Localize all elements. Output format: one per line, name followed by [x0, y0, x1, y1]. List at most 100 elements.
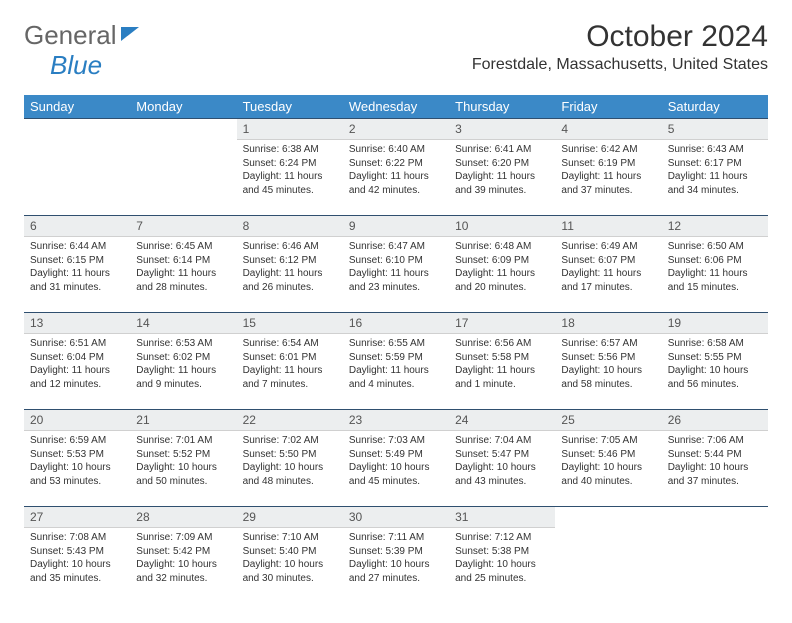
day-content-cell: [662, 528, 768, 604]
sunrise-text: Sunrise: 7:04 AM: [455, 434, 549, 448]
sunset-text: Sunset: 5:43 PM: [30, 545, 124, 559]
daylight-text: Daylight: 10 hours and 48 minutes.: [243, 461, 337, 488]
sunset-text: Sunset: 6:07 PM: [561, 254, 655, 268]
sunset-text: Sunset: 5:39 PM: [349, 545, 443, 559]
day-content-cell: Sunrise: 6:53 AMSunset: 6:02 PMDaylight:…: [130, 334, 236, 410]
day-content-cell: Sunrise: 6:46 AMSunset: 6:12 PMDaylight:…: [237, 237, 343, 313]
day-header: Wednesday: [343, 95, 449, 119]
sunset-text: Sunset: 6:14 PM: [136, 254, 230, 268]
day-content-cell: Sunrise: 6:44 AMSunset: 6:15 PMDaylight:…: [24, 237, 130, 313]
sunrise-text: Sunrise: 7:11 AM: [349, 531, 443, 545]
sunset-text: Sunset: 5:53 PM: [30, 448, 124, 462]
sunset-text: Sunset: 5:56 PM: [561, 351, 655, 365]
logo-text-general: General: [24, 20, 117, 51]
day-content-cell: Sunrise: 6:56 AMSunset: 5:58 PMDaylight:…: [449, 334, 555, 410]
sunrise-text: Sunrise: 6:58 AM: [668, 337, 762, 351]
day-number-cell: [130, 119, 236, 140]
logo-icon: [121, 27, 139, 41]
daylight-text: Daylight: 11 hours and 9 minutes.: [136, 364, 230, 391]
daylight-text: Daylight: 11 hours and 4 minutes.: [349, 364, 443, 391]
daylight-text: Daylight: 10 hours and 56 minutes.: [668, 364, 762, 391]
sunrise-text: Sunrise: 6:59 AM: [30, 434, 124, 448]
daylight-text: Daylight: 10 hours and 58 minutes.: [561, 364, 655, 391]
daylight-text: Daylight: 11 hours and 20 minutes.: [455, 267, 549, 294]
daynum-row: 2728293031: [24, 507, 768, 528]
day-header: Tuesday: [237, 95, 343, 119]
sunrise-text: Sunrise: 7:01 AM: [136, 434, 230, 448]
sunrise-text: Sunrise: 7:10 AM: [243, 531, 337, 545]
daylight-text: Daylight: 10 hours and 27 minutes.: [349, 558, 443, 585]
day-content-cell: Sunrise: 6:43 AMSunset: 6:17 PMDaylight:…: [662, 140, 768, 216]
sunset-text: Sunset: 5:55 PM: [668, 351, 762, 365]
day-number-cell: 26: [662, 410, 768, 431]
sunset-text: Sunset: 6:01 PM: [243, 351, 337, 365]
sunrise-text: Sunrise: 7:03 AM: [349, 434, 443, 448]
day-content-cell: Sunrise: 6:55 AMSunset: 5:59 PMDaylight:…: [343, 334, 449, 410]
daylight-text: Daylight: 11 hours and 7 minutes.: [243, 364, 337, 391]
sunset-text: Sunset: 5:38 PM: [455, 545, 549, 559]
day-content-cell: Sunrise: 6:45 AMSunset: 6:14 PMDaylight:…: [130, 237, 236, 313]
logo-text-blue: Blue: [50, 50, 102, 80]
daylight-text: Daylight: 11 hours and 37 minutes.: [561, 170, 655, 197]
content-row: Sunrise: 7:08 AMSunset: 5:43 PMDaylight:…: [24, 528, 768, 604]
sunrise-text: Sunrise: 6:43 AM: [668, 143, 762, 157]
sunrise-text: Sunrise: 7:12 AM: [455, 531, 549, 545]
day-content-cell: Sunrise: 6:40 AMSunset: 6:22 PMDaylight:…: [343, 140, 449, 216]
content-row: Sunrise: 6:38 AMSunset: 6:24 PMDaylight:…: [24, 140, 768, 216]
day-number-cell: 15: [237, 313, 343, 334]
daylight-text: Daylight: 10 hours and 30 minutes.: [243, 558, 337, 585]
sunset-text: Sunset: 6:02 PM: [136, 351, 230, 365]
day-header: Sunday: [24, 95, 130, 119]
day-number-cell: 30: [343, 507, 449, 528]
daylight-text: Daylight: 10 hours and 32 minutes.: [136, 558, 230, 585]
day-number-cell: 21: [130, 410, 236, 431]
sunset-text: Sunset: 6:10 PM: [349, 254, 443, 268]
day-number-cell: 19: [662, 313, 768, 334]
daylight-text: Daylight: 10 hours and 40 minutes.: [561, 461, 655, 488]
day-content-cell: Sunrise: 6:50 AMSunset: 6:06 PMDaylight:…: [662, 237, 768, 313]
day-number-cell: 16: [343, 313, 449, 334]
day-number-cell: 29: [237, 507, 343, 528]
day-content-cell: Sunrise: 7:08 AMSunset: 5:43 PMDaylight:…: [24, 528, 130, 604]
sunset-text: Sunset: 5:52 PM: [136, 448, 230, 462]
daylight-text: Daylight: 11 hours and 28 minutes.: [136, 267, 230, 294]
calendar-table: SundayMondayTuesdayWednesdayThursdayFrid…: [24, 95, 768, 603]
sunset-text: Sunset: 5:50 PM: [243, 448, 337, 462]
month-title: October 2024: [472, 20, 768, 54]
sunrise-text: Sunrise: 6:51 AM: [30, 337, 124, 351]
daynum-row: 6789101112: [24, 216, 768, 237]
day-content-cell: Sunrise: 6:59 AMSunset: 5:53 PMDaylight:…: [24, 431, 130, 507]
day-number-cell: 25: [555, 410, 661, 431]
day-content-cell: Sunrise: 7:11 AMSunset: 5:39 PMDaylight:…: [343, 528, 449, 604]
daylight-text: Daylight: 11 hours and 1 minute.: [455, 364, 549, 391]
day-content-cell: Sunrise: 7:03 AMSunset: 5:49 PMDaylight:…: [343, 431, 449, 507]
day-number-cell: 31: [449, 507, 555, 528]
sunset-text: Sunset: 5:40 PM: [243, 545, 337, 559]
daylight-text: Daylight: 10 hours and 45 minutes.: [349, 461, 443, 488]
sunrise-text: Sunrise: 6:38 AM: [243, 143, 337, 157]
sunset-text: Sunset: 5:49 PM: [349, 448, 443, 462]
day-number-cell: 8: [237, 216, 343, 237]
daynum-row: 20212223242526: [24, 410, 768, 431]
daylight-text: Daylight: 11 hours and 12 minutes.: [30, 364, 124, 391]
daynum-row: 12345: [24, 119, 768, 140]
sunrise-text: Sunrise: 6:53 AM: [136, 337, 230, 351]
day-number-cell: 7: [130, 216, 236, 237]
day-header: Monday: [130, 95, 236, 119]
day-number-cell: 5: [662, 119, 768, 140]
day-number-cell: 6: [24, 216, 130, 237]
title-block: October 2024 Forestdale, Massachusetts, …: [472, 20, 768, 74]
content-row: Sunrise: 6:44 AMSunset: 6:15 PMDaylight:…: [24, 237, 768, 313]
location: Forestdale, Massachusetts, United States: [472, 56, 768, 74]
day-content-cell: Sunrise: 6:48 AMSunset: 6:09 PMDaylight:…: [449, 237, 555, 313]
day-content-cell: Sunrise: 7:02 AMSunset: 5:50 PMDaylight:…: [237, 431, 343, 507]
day-number-cell: 2: [343, 119, 449, 140]
day-number-cell: 27: [24, 507, 130, 528]
day-content-cell: Sunrise: 6:51 AMSunset: 6:04 PMDaylight:…: [24, 334, 130, 410]
day-number-cell: [555, 507, 661, 528]
sunrise-text: Sunrise: 6:55 AM: [349, 337, 443, 351]
day-content-cell: Sunrise: 6:49 AMSunset: 6:07 PMDaylight:…: [555, 237, 661, 313]
day-number-cell: 10: [449, 216, 555, 237]
day-content-cell: [24, 140, 130, 216]
daylight-text: Daylight: 10 hours and 53 minutes.: [30, 461, 124, 488]
